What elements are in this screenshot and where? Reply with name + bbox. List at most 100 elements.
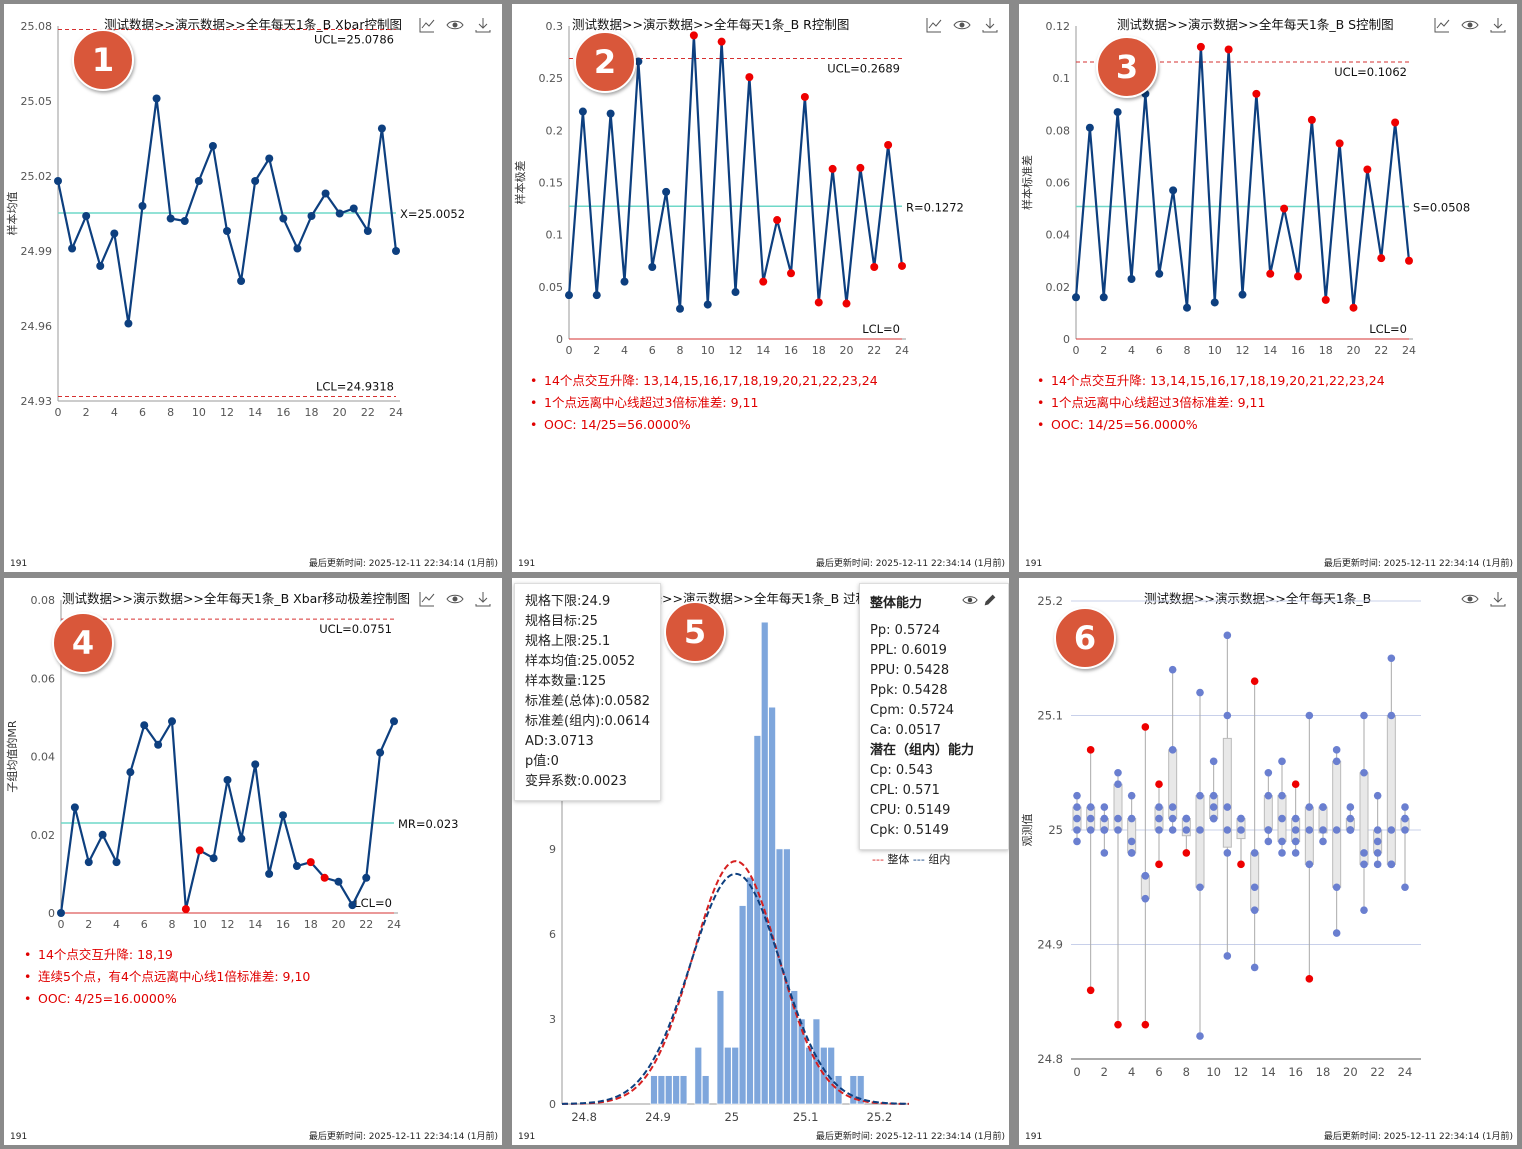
observation-point [1250, 849, 1259, 857]
badge-5: 5 [664, 601, 726, 663]
eye-icon[interactable] [446, 16, 464, 38]
histogram-bar [753, 735, 762, 1105]
eye-icon[interactable] [962, 592, 978, 615]
observation-point [1168, 803, 1177, 811]
data-point [648, 263, 657, 272]
panel-s-chart: 测试数据>>演示数据>>全年每天1条_B S控制图 0 0.02 0.04 0.06 0… [1019, 4, 1517, 572]
chart-title: 测试数据>>演示数据>>全年每天1条_B Xbar移动极差控制图 [62, 591, 410, 606]
observation-point [1250, 677, 1259, 685]
x-tick-label: 24 [895, 344, 909, 357]
observation-point [1250, 906, 1259, 914]
y-tick-label: 0 [549, 1098, 556, 1111]
x-tick-label: 2 [85, 918, 92, 931]
chart-line-icon[interactable] [1433, 16, 1451, 38]
data-point [390, 717, 398, 726]
observation-point [1168, 746, 1177, 754]
eye-icon[interactable] [446, 590, 464, 612]
download-icon[interactable] [474, 16, 492, 38]
eye-icon[interactable] [953, 16, 971, 38]
x-tick-label: 2 [1100, 344, 1107, 357]
data-point [1127, 275, 1136, 284]
x-tick-label: 22 [359, 918, 373, 931]
data-point [98, 830, 107, 839]
data-point [138, 202, 147, 210]
histogram-bar [665, 1075, 673, 1105]
observation-point [1264, 837, 1273, 846]
data-point [1099, 293, 1108, 302]
data-point [1072, 293, 1080, 302]
download-icon[interactable] [1489, 590, 1507, 612]
download-icon[interactable] [474, 590, 492, 612]
download-icon[interactable] [981, 16, 999, 38]
data-series-line [56, 98, 398, 324]
stat-line: 规格上限:25.1 [525, 634, 611, 649]
x-tick-label: 24 [387, 918, 401, 931]
data-point [773, 216, 782, 225]
data-point [265, 154, 274, 163]
footer-updated: 最后更新时间: 2025-12-11 22:34:14 (1月前) [308, 1132, 498, 1142]
observation-point [1319, 826, 1327, 834]
data-point [1280, 204, 1289, 213]
chart-line-icon[interactable] [418, 590, 436, 612]
histogram-bar [805, 1047, 813, 1105]
chart-line-icon[interactable] [418, 16, 436, 38]
x-tick-label: 12 [1236, 344, 1250, 357]
data-point [1363, 165, 1372, 174]
histogram-bar [746, 876, 754, 1105]
observation-point [1086, 826, 1095, 834]
observation-point [1305, 975, 1314, 983]
data-point [195, 846, 204, 855]
y-tick-label: 24.9 [1037, 938, 1063, 952]
y-tick-label: 0.1 [546, 229, 564, 242]
y-tick-label: 25.2 [1037, 594, 1063, 608]
observation-point [1155, 780, 1163, 788]
observation-point [1114, 826, 1122, 834]
center-label: MR=0.023 [398, 817, 458, 831]
observation-point [1360, 906, 1368, 914]
x-tick-label: 10 [192, 406, 206, 419]
data-point [731, 288, 740, 297]
edit-icon[interactable] [982, 592, 998, 615]
badge-3: 3 [1096, 36, 1158, 98]
download-icon[interactable] [1489, 16, 1507, 38]
chart-line-icon[interactable] [925, 16, 943, 38]
data-point [181, 905, 190, 914]
observation-point [1346, 803, 1355, 811]
observation-point [1223, 803, 1232, 811]
box [1222, 737, 1232, 848]
eye-icon[interactable] [1461, 16, 1479, 38]
observation-point [1155, 814, 1163, 823]
y-tick-label: 0.06 [31, 672, 56, 685]
data-point [292, 862, 301, 871]
data-point [1349, 303, 1358, 312]
box [1386, 715, 1396, 865]
observation-point [1237, 826, 1245, 834]
rule-violations: 14个点交互升降: 18,19 连续5个点，有4个点远离中心线1倍标准差: 9,… [20, 944, 310, 1010]
rule-item: OOC: 14/25=56.0000% [1037, 414, 1385, 436]
x-tick-label: 6 [141, 918, 148, 931]
data-point [82, 212, 91, 220]
y-tick-label: 9 [549, 843, 556, 856]
data-point [348, 901, 357, 910]
x-tick-label: 20 [1347, 344, 1361, 357]
footer-id: 191 [1025, 1132, 1043, 1142]
box [1304, 806, 1314, 865]
data-point [168, 717, 176, 726]
histogram-bar [694, 1047, 702, 1105]
data-point [124, 319, 133, 328]
stat-line: 样本均值:25.0052 [525, 654, 636, 669]
y-tick-label: 0.02 [31, 829, 56, 842]
eye-icon[interactable] [1461, 590, 1479, 612]
histogram-bar [724, 1047, 732, 1105]
rule-item: 14个点交互升降: 18,19 [24, 944, 310, 966]
observation-point [1182, 814, 1191, 823]
y-tick-label: 0.12 [1046, 20, 1071, 33]
y-tick-label: 25.02 [21, 170, 53, 183]
panel-boxplot: 测试数据>>演示数据>>全年每天1条_B 24.8 24.9 25 25.1 25.2 0… [1019, 578, 1517, 1145]
data-point [578, 107, 587, 116]
toolbar [1433, 16, 1507, 38]
y-tick-label: 0.08 [1046, 124, 1071, 137]
observation-point [1278, 849, 1286, 857]
cap-line: Cp: 0.543 [870, 763, 934, 778]
data-point [335, 209, 344, 218]
